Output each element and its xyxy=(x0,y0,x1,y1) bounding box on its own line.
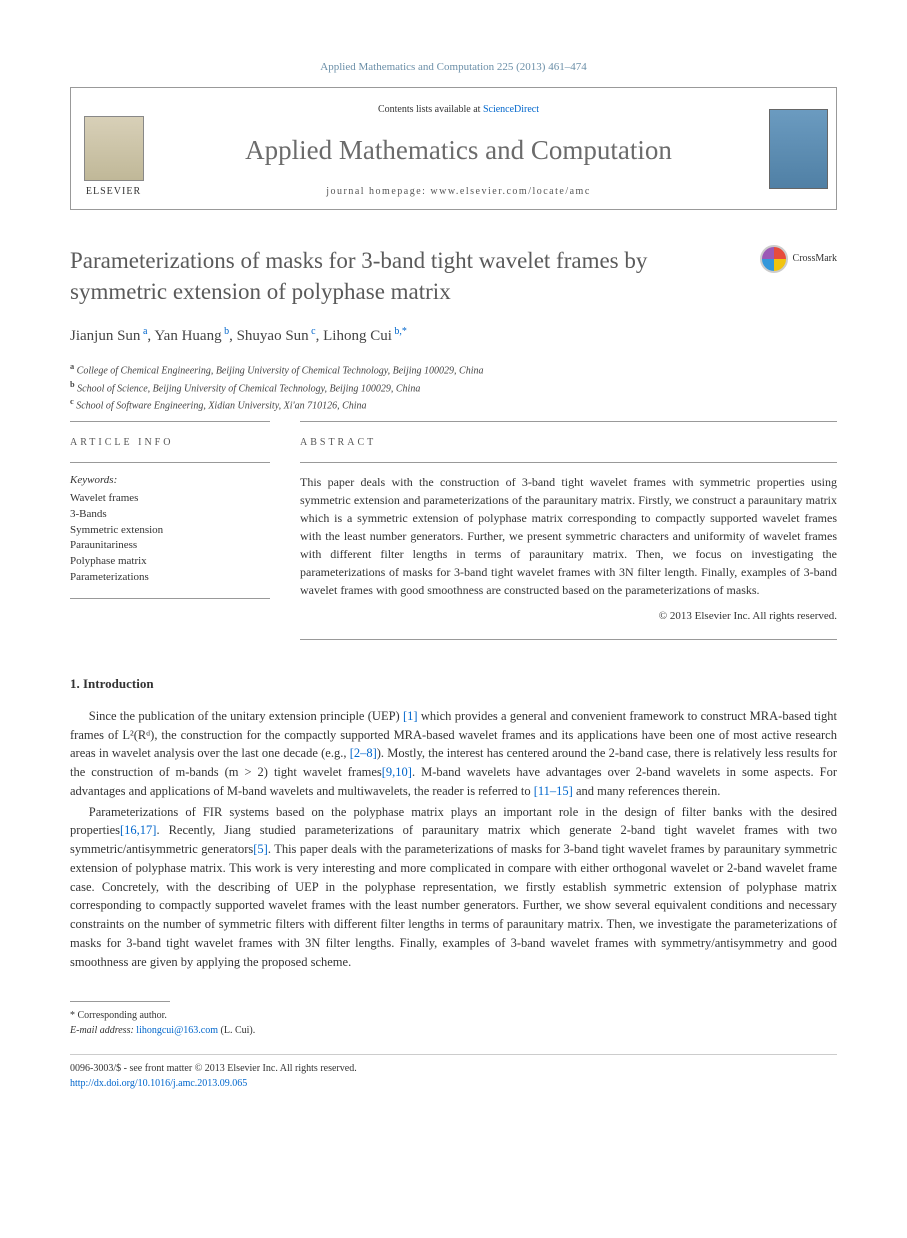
divider xyxy=(70,462,270,463)
keyword: Parameterizations xyxy=(70,570,270,586)
keyword: Wavelet frames xyxy=(70,491,270,507)
author: Jianjun Sun a xyxy=(70,328,147,344)
bottom-info: 0096-3003/$ - see front matter © 2013 El… xyxy=(70,1054,837,1091)
author: Shuyao Sun c xyxy=(237,328,316,344)
author-sup: b,* xyxy=(392,326,407,337)
info-abstract-row: ARTICLE INFO Keywords: Wavelet frames3-B… xyxy=(70,421,837,639)
article-info-column: ARTICLE INFO Keywords: Wavelet frames3-B… xyxy=(70,421,270,639)
ref-link[interactable]: [5] xyxy=(253,842,268,856)
elsevier-label: ELSEVIER xyxy=(86,185,141,199)
footnote-divider xyxy=(70,1001,170,1002)
contents-line: Contents lists available at ScienceDirec… xyxy=(166,103,751,117)
intro-heading: 1. Introduction xyxy=(70,675,837,693)
journal-title: Applied Mathematics and Computation xyxy=(166,132,751,170)
cover-thumbnail xyxy=(761,88,836,209)
crossmark-label: CrossMark xyxy=(793,252,837,266)
header-center: Contents lists available at ScienceDirec… xyxy=(156,88,761,209)
email-link[interactable]: lihongcui@163.com xyxy=(136,1025,218,1036)
ref-link[interactable]: [16,17] xyxy=(120,823,156,837)
elsevier-tree-icon xyxy=(84,116,144,181)
issn-line: 0096-3003/$ - see front matter © 2013 El… xyxy=(70,1061,837,1076)
cover-image xyxy=(769,109,828,189)
abstract-text: This paper deals with the construction o… xyxy=(300,473,837,599)
article-title: Parameterizations of masks for 3-band ti… xyxy=(70,245,760,307)
sciencedirect-link[interactable]: ScienceDirect xyxy=(483,104,539,115)
intro-paragraph-2: Parameterizations of FIR systems based o… xyxy=(70,803,837,972)
doi-link[interactable]: http://dx.doi.org/10.1016/j.amc.2013.09.… xyxy=(70,1078,247,1089)
author: Lihong Cui b,* xyxy=(323,328,407,344)
author-sup: b xyxy=(222,326,230,337)
copyright: © 2013 Elsevier Inc. All rights reserved… xyxy=(300,609,837,639)
header-box: ELSEVIER Contents lists available at Sci… xyxy=(70,87,837,210)
affiliation: b School of Science, Beijing University … xyxy=(70,379,837,396)
affiliation: a College of Chemical Engineering, Beiji… xyxy=(70,361,837,378)
ref-link[interactable]: [11–15] xyxy=(534,784,573,798)
keywords-label: Keywords: xyxy=(70,473,270,488)
affiliation: c School of Software Engineering, Xidian… xyxy=(70,396,837,413)
email-line: E-mail address: lihongcui@163.com (L. Cu… xyxy=(70,1023,837,1038)
ref-link[interactable]: [2–8] xyxy=(350,746,377,760)
keyword: Paraunitariness xyxy=(70,538,270,554)
affiliations: a College of Chemical Engineering, Beiji… xyxy=(70,361,837,413)
divider xyxy=(300,462,837,463)
abstract-column: ABSTRACT This paper deals with the const… xyxy=(300,421,837,639)
author: Yan Huang b xyxy=(154,328,229,344)
homepage-line: journal homepage: www.elsevier.com/locat… xyxy=(166,185,751,199)
article-info-header: ARTICLE INFO xyxy=(70,436,270,450)
keyword: 3-Bands xyxy=(70,507,270,523)
intro-paragraph-1: Since the publication of the unitary ext… xyxy=(70,707,837,801)
author-sup: a xyxy=(140,326,147,337)
keyword: Polyphase matrix xyxy=(70,554,270,570)
crossmark-icon xyxy=(760,245,788,273)
journal-reference: Applied Mathematics and Computation 225 … xyxy=(70,60,837,75)
keywords-list: Wavelet frames3-BandsSymmetric extension… xyxy=(70,491,270,600)
page: Applied Mathematics and Computation 225 … xyxy=(0,0,907,1131)
corresponding-author: * Corresponding author. xyxy=(70,1008,837,1023)
author-sup: c xyxy=(309,326,316,337)
abstract-header: ABSTRACT xyxy=(300,436,837,450)
ref-link[interactable]: [9,10] xyxy=(382,765,412,779)
title-row: Parameterizations of masks for 3-band ti… xyxy=(70,245,837,307)
keyword: Symmetric extension xyxy=(70,523,270,539)
authors: Jianjun Sun a, Yan Huang b, Shuyao Sun c… xyxy=(70,325,837,347)
crossmark[interactable]: CrossMark xyxy=(760,245,837,273)
ref-link[interactable]: [1] xyxy=(403,709,418,723)
elsevier-logo: ELSEVIER xyxy=(71,88,156,209)
